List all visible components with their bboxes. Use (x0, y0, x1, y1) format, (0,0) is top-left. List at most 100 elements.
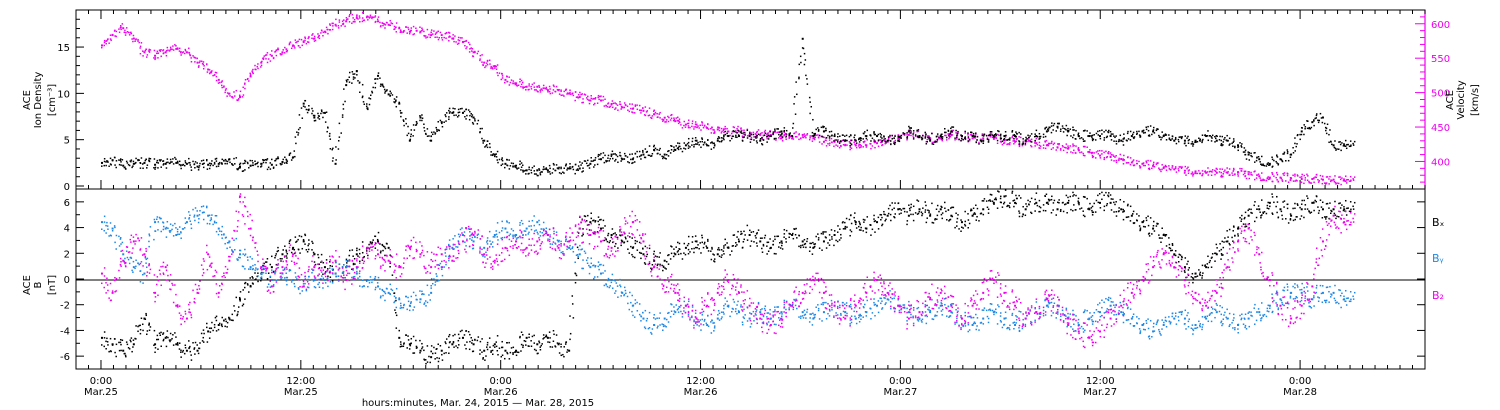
bx-point (630, 245, 632, 248)
density-point (1251, 155, 1253, 158)
velocity-point (202, 61, 205, 63)
density-point (909, 129, 911, 131)
bx-point (885, 218, 887, 221)
velocity-point (270, 54, 273, 57)
velocity-point (630, 107, 632, 110)
density-point (521, 164, 524, 166)
density-point (912, 137, 915, 139)
velocity-point (647, 114, 650, 117)
velocity-point (448, 31, 450, 34)
velocity-point (619, 103, 622, 106)
density-point (508, 168, 511, 170)
density-point (243, 162, 246, 164)
velocity-point (1026, 140, 1028, 143)
velocity-point (221, 86, 223, 89)
bx-point (917, 200, 920, 202)
density-point (796, 93, 798, 96)
velocity-point (1125, 162, 1128, 164)
bx-point (910, 213, 912, 216)
density-point (908, 127, 911, 129)
bx-point (995, 197, 997, 199)
velocity-point (1306, 179, 1309, 182)
bx-point (658, 256, 660, 258)
density-point (691, 137, 694, 140)
density-point (656, 148, 658, 151)
density-point (395, 96, 398, 98)
bx-point (594, 220, 597, 222)
density-point (593, 159, 595, 162)
density-point (928, 137, 930, 139)
velocity-point (490, 67, 492, 70)
bx-point (701, 236, 704, 239)
density-point (675, 145, 677, 147)
bx-point (453, 346, 455, 348)
density-point (974, 135, 977, 137)
velocity-point (160, 49, 162, 51)
velocity-point (767, 132, 770, 134)
velocity-point (927, 135, 929, 137)
density-point (827, 134, 829, 137)
velocity-point (716, 128, 719, 131)
density-point (356, 70, 358, 72)
density-point (815, 128, 817, 131)
velocity-point (199, 60, 201, 62)
bx-point (408, 343, 411, 346)
bx-point (859, 223, 861, 226)
bx-point (508, 358, 511, 360)
velocity-point (294, 47, 296, 49)
velocity-point (785, 136, 787, 139)
density-point (855, 142, 858, 144)
density-point (756, 134, 758, 137)
bx-point (552, 340, 555, 343)
bx-point (948, 219, 951, 221)
bx-point (785, 229, 788, 232)
velocity-point (508, 84, 511, 86)
density-point (1119, 134, 1122, 137)
velocity-point (1187, 166, 1189, 169)
velocity-point (421, 29, 423, 32)
density-point (1088, 135, 1091, 138)
velocity-point (135, 38, 137, 40)
velocity-point (929, 137, 932, 139)
velocity-point (756, 136, 758, 139)
velocity-point (1254, 178, 1256, 181)
bx-point (483, 349, 486, 352)
velocity-point (799, 137, 802, 140)
density-point (277, 157, 280, 160)
bx-point (673, 248, 675, 250)
bx-point (1045, 193, 1048, 195)
bx-point (1014, 201, 1017, 204)
bx-point (759, 240, 762, 243)
bx-point (822, 240, 825, 243)
bx-point (761, 237, 763, 239)
bx-point (674, 253, 677, 256)
density-point (918, 136, 921, 139)
bx-point (192, 342, 194, 344)
bx-point (920, 211, 923, 213)
velocity-point (854, 144, 857, 147)
density-point (149, 157, 152, 160)
bx-point (964, 210, 966, 213)
density-point (438, 129, 441, 132)
bx-point (815, 235, 817, 238)
density-point (481, 127, 483, 130)
bx-point (441, 359, 444, 361)
bx-point (555, 334, 558, 336)
velocity-point (157, 52, 160, 54)
velocity-point (1280, 177, 1283, 180)
density-point (1046, 128, 1049, 131)
bx-point (231, 313, 234, 316)
density-point (407, 125, 409, 128)
bx-point (684, 246, 687, 249)
density-point (251, 159, 253, 162)
density-point (825, 127, 827, 130)
bx-point (171, 337, 173, 340)
bx-point (748, 234, 751, 236)
density-point (645, 151, 648, 153)
density-point (597, 155, 599, 158)
velocity-point (1004, 136, 1007, 138)
bx-point (845, 217, 848, 220)
velocity-point (1196, 172, 1199, 175)
bx-point (488, 337, 491, 339)
density-point (1174, 138, 1177, 140)
